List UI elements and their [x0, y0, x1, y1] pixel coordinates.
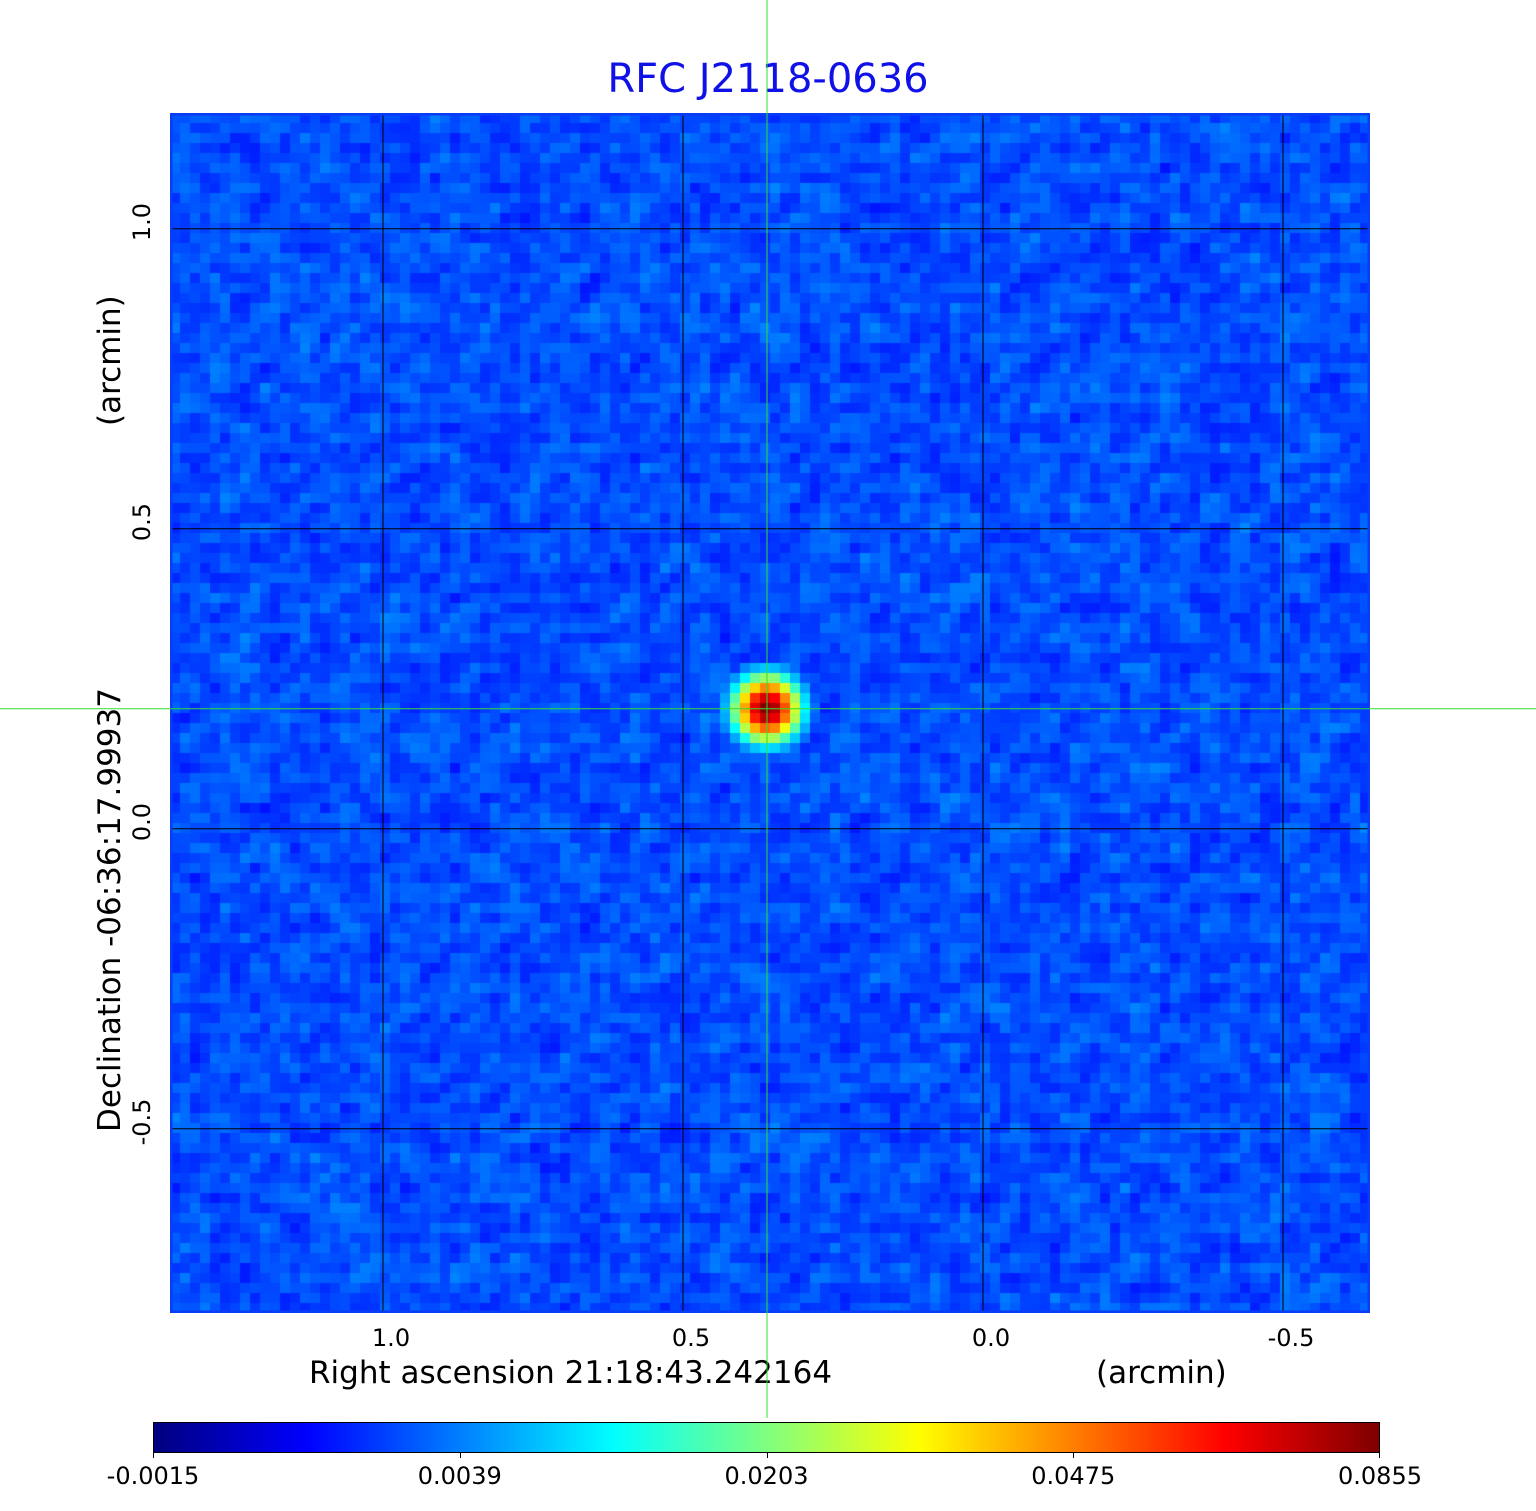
x-axis-unit: (arcmin) — [1096, 1355, 1227, 1391]
colorbar-tick-mark — [153, 1453, 154, 1458]
heatmap-image — [170, 113, 1370, 1313]
x-tick-label: -0.5 — [1267, 1324, 1315, 1352]
y-tick-label: 1.0 — [128, 202, 156, 241]
y-axis-label: Declination -06:36:17.99937 — [92, 688, 128, 1132]
plot-area — [170, 113, 1370, 1313]
y-tick-label: 0.0 — [128, 802, 156, 841]
y-tick-label: -0.5 — [128, 1098, 156, 1146]
plot-border — [170, 113, 1370, 1313]
x-axis-label: Right ascension 21:18:43.242164 — [309, 1355, 833, 1391]
colorbar — [153, 1422, 1380, 1453]
x-tick-label: 0.0 — [971, 1324, 1011, 1352]
colorbar-tick-mark — [766, 1453, 768, 1458]
colorbar-tick-label: 0.0855 — [1338, 1462, 1422, 1490]
colorbar-tick-label: 0.0203 — [724, 1462, 809, 1490]
x-tick-label: 1.0 — [371, 1324, 411, 1352]
grid-overlay — [170, 113, 1370, 1313]
colorbar-tick-mark — [1073, 1453, 1075, 1458]
colorbar-tick-label: 0.0039 — [417, 1462, 502, 1490]
x-tick-label: 0.5 — [671, 1324, 711, 1352]
y-tick-label: 0.5 — [128, 502, 156, 541]
y-axis-unit: (arcmin) — [92, 295, 128, 426]
colorbar-tick-label: 0.0475 — [1031, 1462, 1116, 1490]
colorbar-tick-mark — [459, 1453, 461, 1458]
colorbar-tick-label: -0.0015 — [106, 1462, 200, 1490]
colorbar-tick-mark — [1379, 1453, 1380, 1458]
chart-title: RFC J2118-0636 — [607, 56, 929, 102]
